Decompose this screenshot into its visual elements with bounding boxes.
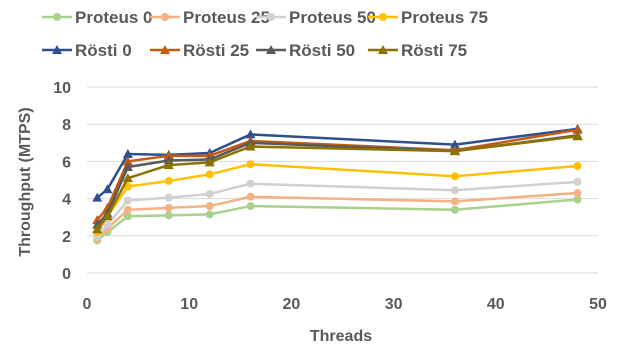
data-point	[122, 156, 133, 166]
y-axis-title: Throughput (MTPS)	[17, 107, 34, 256]
data-point	[450, 172, 459, 181]
legend-item: Rösti 75	[368, 41, 467, 60]
legend-label: Proteus 50	[289, 8, 376, 27]
data-point	[572, 124, 583, 134]
data-point	[164, 211, 173, 220]
data-point	[92, 224, 103, 234]
legend-label: Rösti 0	[75, 41, 132, 60]
y-tick-label: 8	[62, 117, 71, 134]
tick-labels: 0 2 4 6 8 10 0 10 20 30 40 50	[53, 80, 607, 313]
data-point	[449, 146, 460, 156]
series-rösti-75	[92, 131, 583, 234]
data-point	[246, 202, 255, 211]
legend-marker	[53, 13, 61, 21]
x-tick-label: 50	[589, 296, 607, 313]
legend-item: Rösti 50	[256, 41, 355, 60]
y-tick-label: 6	[62, 154, 71, 171]
data-point	[573, 195, 582, 204]
legend-label: Rösti 25	[183, 41, 249, 60]
data-point	[205, 189, 214, 198]
legend-marker	[266, 45, 276, 54]
series-line	[96, 180, 578, 238]
y-tick-label: 2	[62, 229, 71, 246]
legend-item: Rösti 0	[42, 41, 132, 60]
data-point	[246, 192, 255, 201]
legend-marker	[378, 45, 388, 54]
data-point	[123, 196, 132, 205]
data-point	[205, 210, 214, 219]
data-point	[245, 129, 256, 139]
y-tick-label: 4	[62, 192, 71, 209]
legend-marker	[52, 45, 62, 54]
data-point	[102, 184, 113, 194]
data-point	[573, 177, 582, 186]
x-tick-label: 0	[83, 296, 92, 313]
series-proteus-50	[93, 177, 582, 241]
data-point	[573, 189, 582, 198]
legend-marker	[379, 13, 387, 21]
data-point	[102, 211, 113, 221]
x-tick-label: 40	[487, 296, 505, 313]
data-point	[245, 141, 256, 151]
data-point	[204, 157, 215, 167]
data-point	[103, 220, 112, 229]
data-point	[246, 160, 255, 169]
data-point	[205, 202, 214, 211]
series-proteus-0	[93, 195, 582, 245]
data-point	[164, 193, 173, 202]
data-point	[123, 212, 132, 221]
legend-label: Proteus 25	[183, 8, 270, 27]
legend-marker	[161, 13, 169, 21]
x-axis-title: Threads	[310, 328, 372, 345]
data-point	[92, 192, 103, 202]
legend-label: Proteus 75	[401, 8, 488, 27]
legend-item: Proteus 0	[42, 8, 152, 27]
legend: Proteus 0 Proteus 25 Proteus 50 Proteus 75 R…	[42, 8, 488, 60]
data-point	[164, 176, 173, 185]
legend-marker	[160, 45, 170, 54]
data-point	[572, 131, 583, 141]
data-point	[163, 155, 174, 165]
data-point	[163, 160, 174, 170]
y-tick-label: 10	[53, 80, 71, 97]
data-point	[164, 203, 173, 212]
x-tick-label: 10	[180, 296, 198, 313]
series-line	[96, 135, 578, 231]
x-tick-label: 30	[385, 296, 403, 313]
data-point	[122, 148, 133, 158]
data-point	[246, 179, 255, 188]
data-point	[449, 139, 460, 149]
legend-item: Proteus 25	[150, 8, 270, 27]
legend-item: Rösti 25	[150, 41, 249, 60]
legend-item: Proteus 50	[256, 8, 376, 27]
x-tick-label: 20	[283, 296, 301, 313]
data-point	[163, 150, 174, 160]
data-point	[205, 170, 214, 179]
legend-marker	[267, 13, 275, 21]
series-layer	[92, 123, 583, 245]
data-point	[123, 205, 132, 214]
series-line	[96, 127, 578, 199]
data-point	[122, 173, 133, 183]
data-point	[450, 205, 459, 214]
y-tick-label: 0	[62, 266, 71, 283]
legend-label: Rösti 50	[289, 41, 355, 60]
legend-label: Rösti 75	[401, 41, 467, 60]
legend-item: Proteus 75	[368, 8, 488, 27]
data-point	[122, 161, 133, 171]
data-point	[450, 197, 459, 206]
data-point	[450, 186, 459, 195]
legend-label: Proteus 0	[75, 8, 152, 27]
data-point	[573, 162, 582, 171]
